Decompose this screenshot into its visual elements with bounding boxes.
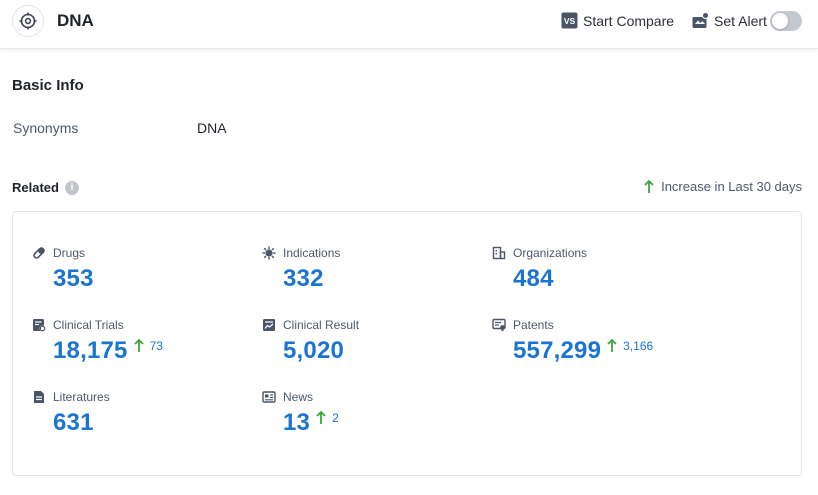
arrow-up-icon — [316, 411, 326, 425]
stat-drugs-link[interactable]: Drugs — [32, 246, 94, 260]
start-compare-label: Start Compare — [583, 13, 674, 29]
svg-text:VS: VS — [564, 16, 576, 26]
stat-patents-value[interactable]: 557,299 — [513, 337, 601, 365]
stat-literatures-link[interactable]: Literatures — [32, 390, 110, 404]
stat-clinical-trials-value[interactable]: 18,175 — [53, 337, 128, 365]
stat-patents-link[interactable]: Patents — [492, 318, 653, 332]
stat-organizations: Organizations 484 — [492, 246, 587, 293]
stat-patents-label: Patents — [513, 318, 554, 332]
increase-note: Increase in Last 30 days — [644, 179, 802, 194]
stat-clinical-trials-label: Clinical Trials — [53, 318, 124, 332]
stat-clinical-trials-link[interactable]: Clinical Trials — [32, 318, 163, 332]
stat-organizations-link[interactable]: Organizations — [492, 246, 587, 260]
page-header: DNA VS Start Compare Set Alert — [0, 0, 818, 49]
stat-clinical-result-value[interactable]: 5,020 — [283, 337, 344, 365]
stat-patents-delta-value: 3,166 — [623, 339, 653, 353]
set-alert-label: Set Alert — [714, 13, 767, 29]
info-icon[interactable]: i — [65, 181, 79, 195]
stat-patents: Patents 557,299 3,166 — [492, 318, 653, 365]
stat-organizations-value[interactable]: 484 — [513, 265, 554, 293]
related-heading-label: Related — [12, 180, 59, 195]
stat-indications-label: Indications — [283, 246, 340, 260]
virus-icon — [262, 246, 276, 260]
synonyms-label: Synonyms — [13, 120, 78, 136]
alert-icon — [692, 12, 709, 29]
stat-literatures-label: Literatures — [53, 390, 110, 404]
arrow-up-icon — [607, 339, 617, 353]
stat-news-delta[interactable]: 2 — [316, 411, 339, 425]
toggle-knob — [772, 13, 788, 29]
stat-news-value[interactable]: 13 — [283, 409, 310, 437]
stat-drugs: Drugs 353 — [32, 246, 94, 293]
stat-clinical-trials-delta-value: 73 — [150, 339, 163, 353]
stat-news: News 13 2 — [262, 390, 339, 437]
stat-news-link[interactable]: News — [262, 390, 339, 404]
stat-indications-value[interactable]: 332 — [283, 265, 324, 293]
stat-literatures: Literatures 631 — [32, 390, 110, 437]
synonyms-value: DNA — [197, 120, 227, 136]
clinical-trials-icon — [32, 318, 46, 332]
stat-clinical-result-label: Clinical Result — [283, 318, 359, 332]
pill-icon — [32, 246, 46, 260]
set-alert-button[interactable]: Set Alert — [692, 12, 767, 29]
stat-clinical-result: Clinical Result 5,020 — [262, 318, 359, 365]
stat-patents-delta[interactable]: 3,166 — [607, 339, 653, 353]
stat-drugs-value[interactable]: 353 — [53, 265, 94, 293]
stat-news-label: News — [283, 390, 313, 404]
stat-literatures-value[interactable]: 631 — [53, 409, 94, 437]
stat-clinical-result-link[interactable]: Clinical Result — [262, 318, 359, 332]
stat-organizations-label: Organizations — [513, 246, 587, 260]
related-stats-card: Drugs 353 Indications 332 — [12, 211, 802, 476]
stat-indications: Indications 332 — [262, 246, 340, 293]
start-compare-button[interactable]: VS Start Compare — [561, 12, 674, 29]
increase-note-label: Increase in Last 30 days — [661, 179, 802, 194]
document-icon — [32, 390, 46, 404]
patent-icon — [492, 318, 506, 332]
newspaper-icon — [262, 390, 276, 404]
clinical-result-icon — [262, 318, 276, 332]
target-logo-icon — [12, 5, 44, 37]
arrow-up-icon — [644, 180, 654, 194]
page-title: DNA — [57, 11, 94, 31]
related-heading: Related i — [12, 180, 79, 195]
alert-toggle[interactable] — [770, 11, 802, 31]
building-icon — [492, 246, 506, 260]
compare-icon: VS — [561, 12, 578, 29]
stat-news-delta-value: 2 — [332, 411, 339, 425]
arrow-up-icon — [134, 339, 144, 353]
stat-drugs-label: Drugs — [53, 246, 85, 260]
stat-clinical-trials: Clinical Trials 18,175 73 — [32, 318, 163, 365]
stat-indications-link[interactable]: Indications — [262, 246, 340, 260]
stat-clinical-trials-delta[interactable]: 73 — [134, 339, 163, 353]
basic-info-heading: Basic Info — [12, 77, 84, 94]
